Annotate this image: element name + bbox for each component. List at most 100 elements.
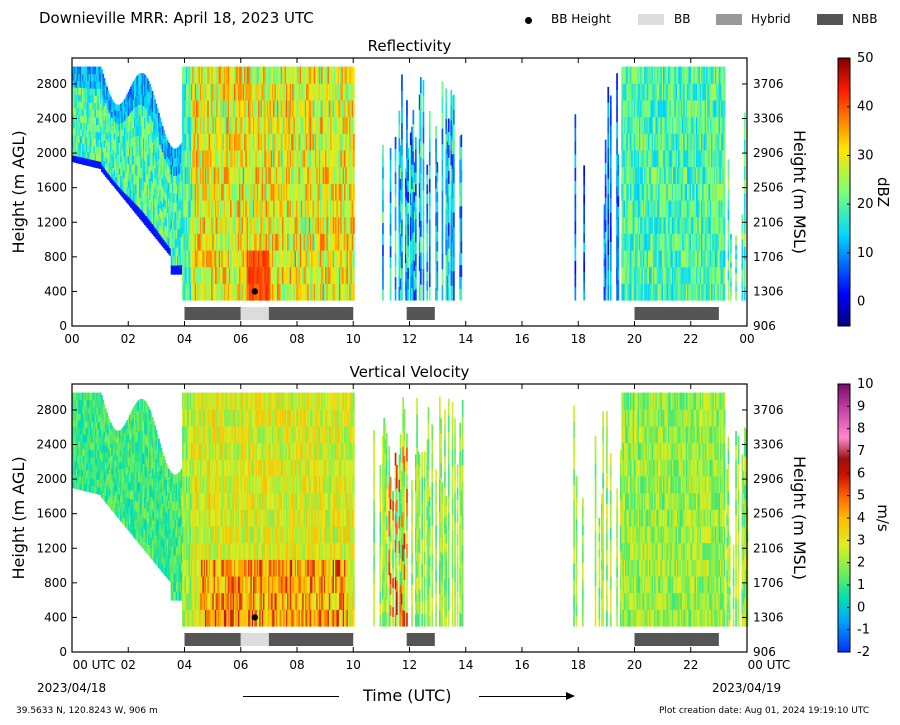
heatmap-cell — [245, 233, 248, 251]
heatmap-cell — [184, 233, 187, 251]
heatmap-cell — [639, 83, 641, 101]
heatmap-cell — [687, 83, 689, 101]
heatmap-cell — [110, 151, 112, 159]
heatmap-cell — [230, 183, 232, 201]
heatmap-cell — [317, 150, 320, 168]
heatmap-cell — [75, 155, 78, 164]
heatmap-cell — [415, 265, 417, 278]
heatmap-cell — [123, 120, 126, 129]
heatmap-cell — [217, 100, 220, 118]
heatmap-cell — [227, 116, 230, 134]
heatmap-cell — [278, 133, 280, 151]
heatmap-cell — [151, 223, 154, 235]
heatmap-cell — [322, 133, 325, 151]
heatmap-cell — [220, 133, 222, 151]
heatmap-cell — [260, 66, 263, 84]
heatmap-cell — [288, 166, 291, 184]
heatmap-cell — [659, 233, 661, 251]
heatmap-cell — [83, 108, 86, 117]
heatmap-cell — [215, 150, 217, 168]
heatmap-cell — [389, 158, 392, 171]
heatmap-cell — [693, 116, 696, 134]
heatmap-cell — [206, 116, 208, 134]
heatmap-cell — [583, 280, 585, 291]
heatmap-cell — [330, 66, 332, 84]
heatmap-cell — [169, 224, 172, 233]
heatmap-cell — [635, 216, 637, 234]
heatmap-cell — [326, 200, 329, 218]
heatmap-cell — [77, 156, 79, 164]
heatmap-cell — [706, 133, 708, 151]
heatmap-cell — [278, 66, 280, 84]
heatmap-cell — [398, 164, 401, 179]
heatmap-cell — [254, 266, 256, 284]
heatmap-cell — [107, 128, 110, 136]
heatmap-cell — [720, 183, 722, 201]
heatmap-cell — [193, 266, 196, 284]
heatmap-cell — [258, 183, 260, 201]
heatmap-cell — [193, 283, 196, 301]
heatmap-cell — [187, 83, 189, 101]
heatmap-cell — [347, 216, 350, 234]
heatmap-cell — [309, 266, 312, 284]
heatmap-cell — [713, 150, 716, 168]
heatmap-cell — [261, 100, 264, 118]
heatmap-cell — [309, 200, 312, 218]
heatmap-cell — [679, 83, 682, 101]
heatmap-cell — [113, 181, 116, 188]
heatmap-cell — [328, 200, 331, 218]
heatmap-cell — [217, 216, 220, 234]
heatmap-cell — [714, 216, 717, 234]
heatmap-cell — [411, 250, 413, 264]
heatmap-cell — [299, 283, 302, 301]
heatmap-cell — [389, 234, 392, 247]
heatmap-cell — [163, 231, 165, 240]
heatmap-cell — [198, 116, 201, 134]
heatmap-cell — [650, 250, 653, 268]
heatmap-cell — [320, 66, 322, 84]
heatmap-cell — [173, 166, 175, 176]
heatmap-cell — [655, 100, 658, 118]
heatmap-cell — [184, 200, 187, 218]
heatmap-cell — [99, 66, 102, 75]
heatmap-cell — [656, 233, 659, 251]
heatmap-cell — [428, 178, 431, 193]
heatmap-cell — [604, 231, 607, 244]
heatmap-cell — [258, 216, 260, 234]
heatmap-cell — [165, 137, 168, 146]
heatmap-cell — [411, 238, 413, 252]
heatmap-cell — [240, 200, 242, 218]
heatmap-cell — [422, 284, 425, 301]
heatmap-cell — [149, 178, 151, 190]
heatmap-cell — [741, 294, 744, 301]
heatmap-cell — [622, 116, 625, 134]
heatmap-cell — [720, 66, 722, 84]
heatmap-cell — [654, 266, 656, 284]
heatmap-cell — [661, 283, 664, 301]
heatmap-cell — [346, 66, 349, 84]
heatmap-cell — [72, 121, 74, 129]
heatmap-cell — [640, 183, 642, 201]
heatmap-cell — [654, 150, 656, 168]
heatmap-cell — [693, 233, 696, 251]
heatmap-cell — [232, 66, 235, 84]
heatmap-cell — [623, 150, 626, 168]
heatmap-cell — [227, 100, 230, 118]
heatmap-cell — [159, 216, 161, 226]
heatmap-cell — [174, 184, 177, 194]
heatmap-cell — [688, 133, 691, 151]
heatmap-cell — [415, 160, 417, 173]
heatmap-cell — [690, 283, 693, 301]
heatmap-cell — [299, 66, 302, 84]
heatmap-cell — [723, 283, 726, 301]
heatmap-cell — [666, 133, 669, 151]
heatmap-cell — [232, 266, 235, 284]
heatmap-cell — [249, 100, 251, 118]
heatmap-cell — [75, 135, 78, 143]
heatmap-cell — [272, 283, 274, 301]
heatmap-cell — [658, 216, 660, 234]
heatmap-cell — [285, 116, 288, 134]
heatmap-cell — [184, 250, 187, 268]
heatmap-cell — [689, 266, 692, 284]
heatmap-cell — [744, 152, 746, 167]
